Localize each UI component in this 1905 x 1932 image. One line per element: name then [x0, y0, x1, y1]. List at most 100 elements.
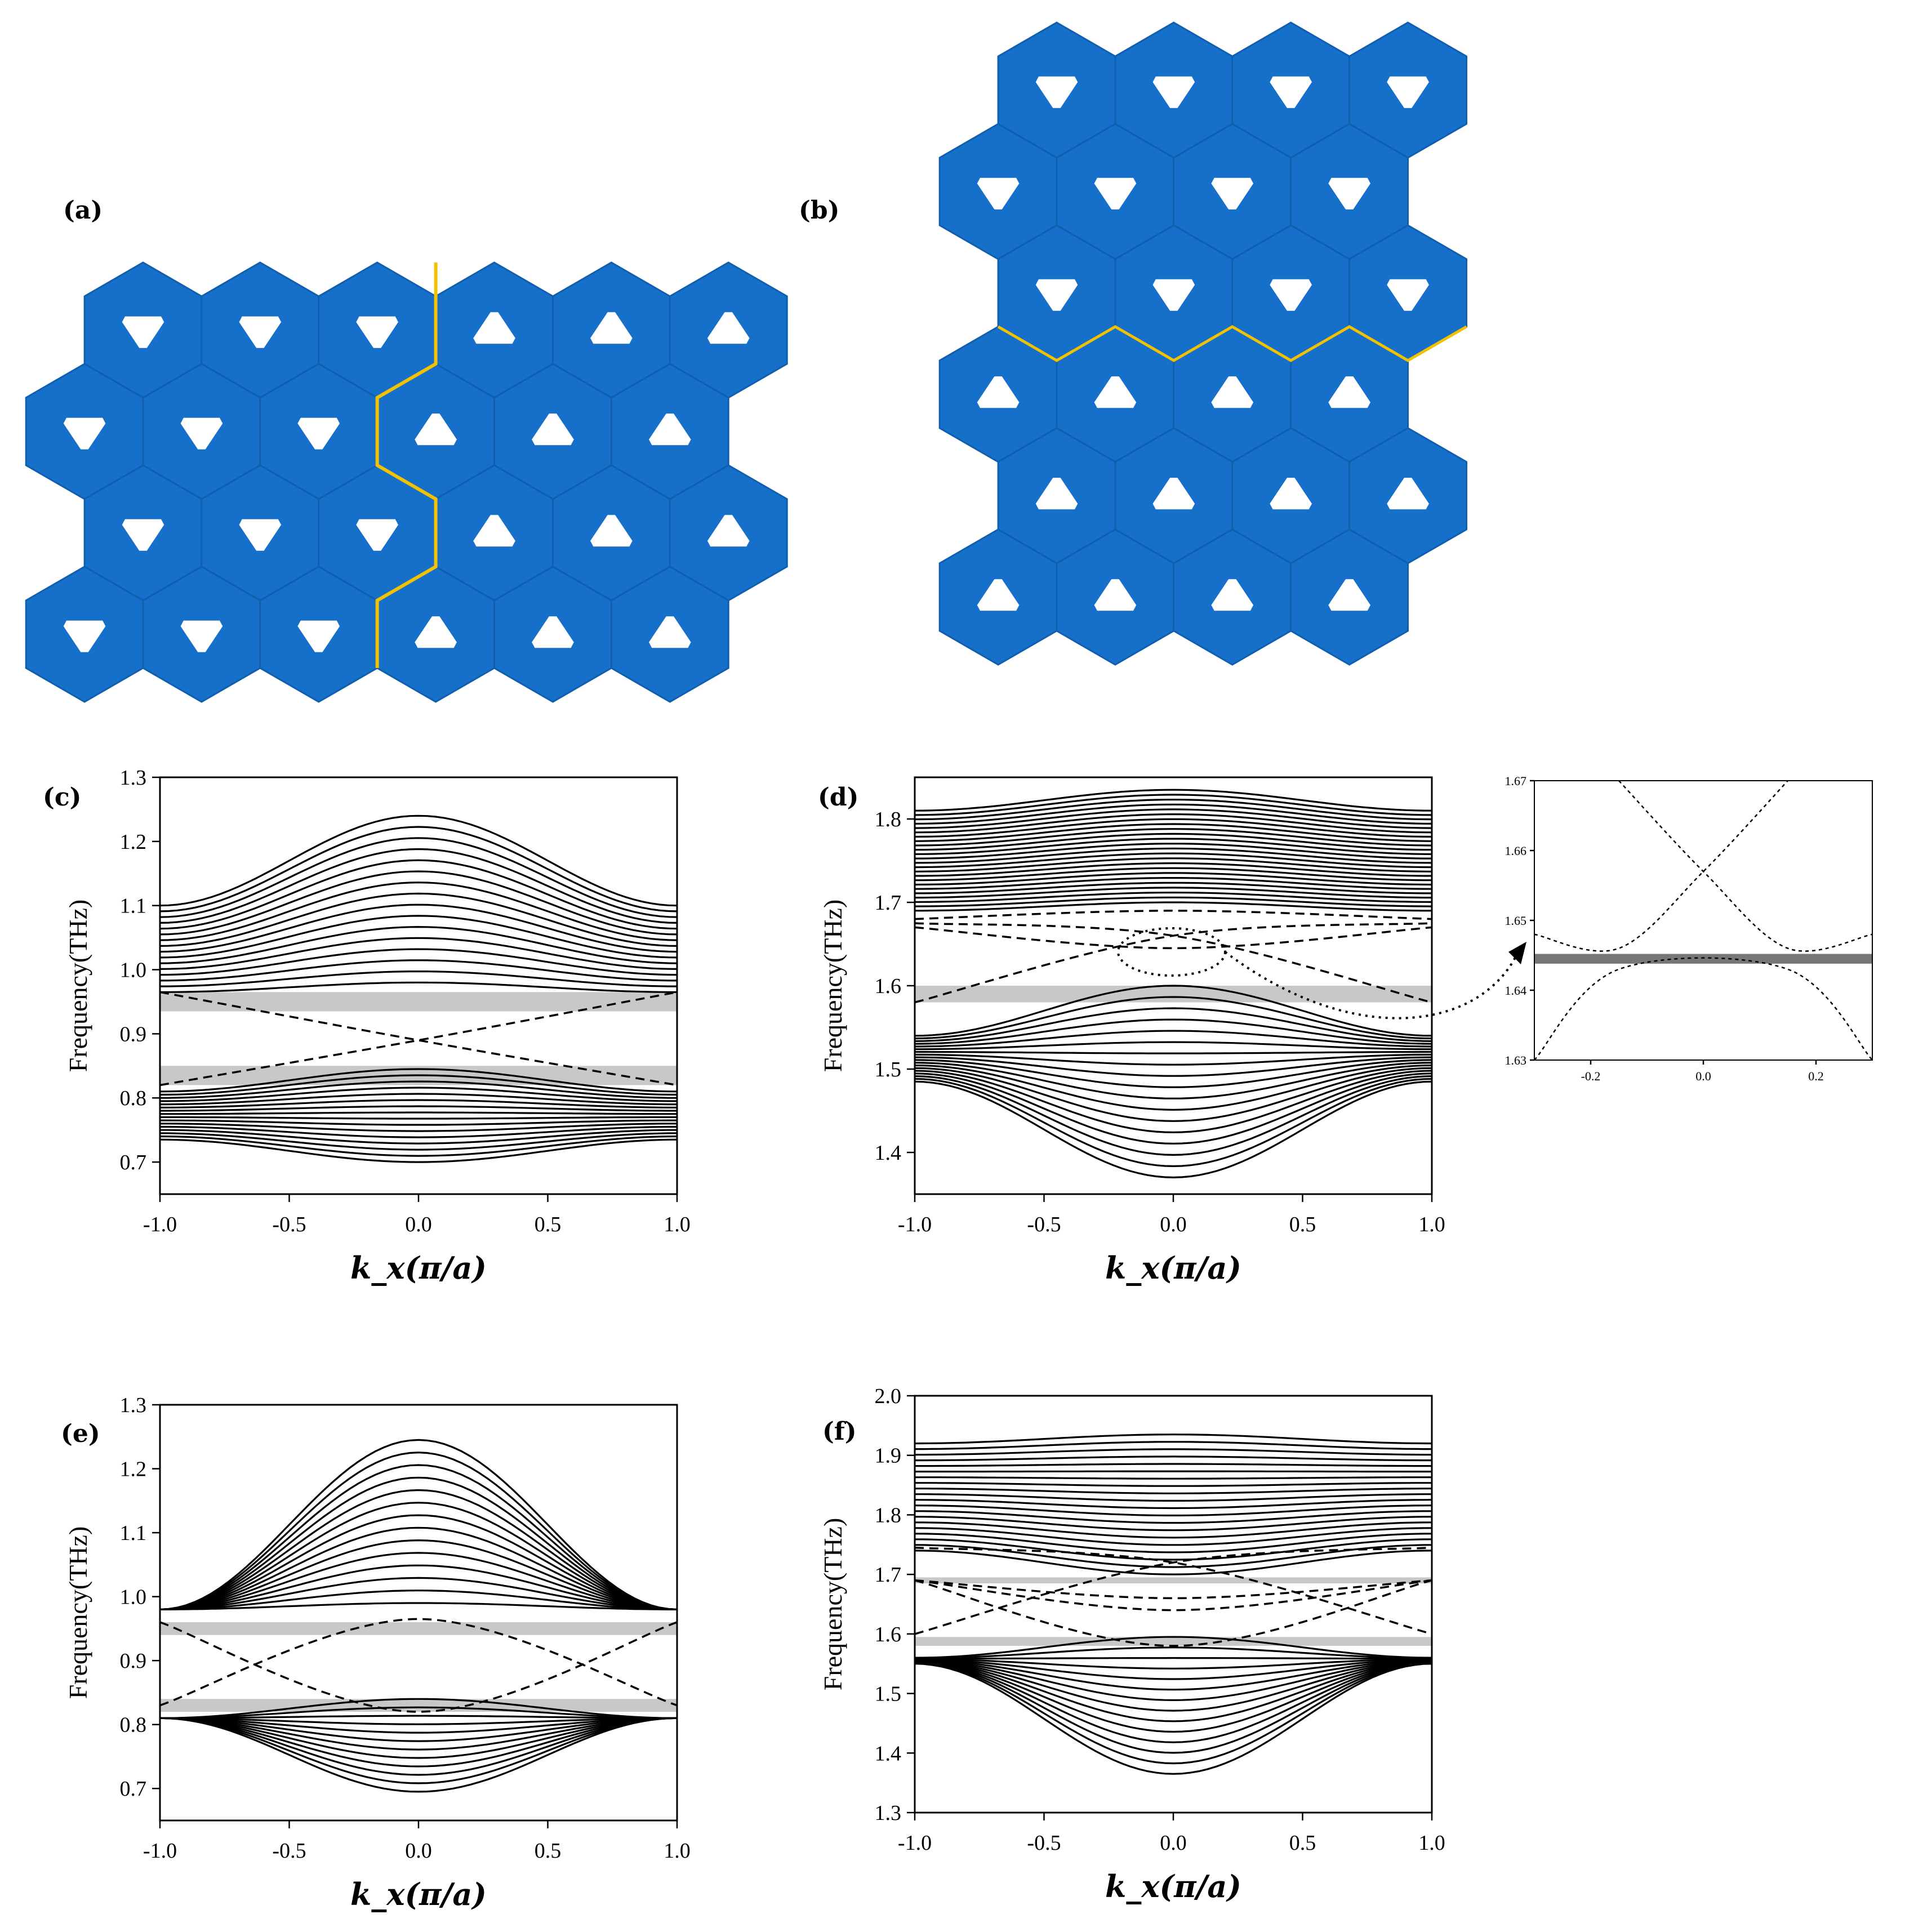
bulk-band-line — [160, 1717, 677, 1784]
triangle-hole-down — [1211, 177, 1254, 210]
bulk-band-line — [915, 1510, 1432, 1524]
plot-area — [160, 1439, 677, 1793]
bulk-band-line — [160, 903, 677, 953]
bulk-band-line — [915, 1661, 1432, 1743]
bulk-band-line — [160, 882, 677, 941]
triangle-hole-down — [1152, 76, 1195, 108]
bulk-band-line — [915, 882, 1432, 894]
y-tick-label: 2.0 — [875, 1385, 902, 1408]
y-tick-label: 1.3 — [120, 766, 147, 790]
y-tick-label: 0.7 — [120, 1151, 147, 1174]
bulk-band-line — [915, 818, 1432, 838]
bulk-band-line — [160, 1590, 677, 1610]
triangle-hole-down — [1328, 177, 1370, 210]
bulk-band-line — [160, 1717, 677, 1742]
panel-label-a: (a) — [63, 196, 103, 225]
triangle-hole-up — [1328, 579, 1370, 611]
bulk-band-line — [915, 1476, 1432, 1480]
y-tick-label: 0.7 — [120, 1777, 147, 1801]
edge-state-line — [915, 1579, 1432, 1612]
y-tick-label: 1.0 — [120, 959, 147, 982]
bulk-band-line — [915, 1434, 1432, 1445]
bulk-band-line — [160, 1068, 677, 1093]
bulk-band-line — [915, 1078, 1432, 1168]
triangle-hole-up — [473, 312, 515, 344]
bulk-band-line — [160, 925, 677, 964]
bulk-band-line — [160, 1717, 677, 1759]
triangle-hole-down — [239, 519, 282, 551]
triangle-hole-up — [977, 376, 1020, 408]
bulk-band-line — [160, 1439, 677, 1610]
x-tick-label: -0.2 — [1581, 1069, 1601, 1083]
bulk-band-line — [160, 1577, 677, 1610]
edge-state-line — [915, 910, 1432, 920]
y-tick-label: 1.8 — [875, 1503, 902, 1527]
bulk-band-line — [160, 1552, 677, 1610]
bulk-band-line — [160, 1087, 677, 1102]
y-axis-label: Frequency(THz) — [818, 900, 847, 1072]
triangle-hole-down — [1387, 76, 1429, 108]
gap-band — [1534, 954, 1872, 964]
triangle-hole-up — [649, 413, 691, 446]
bulk-band-line — [915, 1533, 1432, 1553]
bulk-band-line — [160, 1135, 677, 1157]
y-tick-label: 1.8 — [875, 808, 902, 831]
x-tick-label: 0.5 — [1289, 1213, 1316, 1236]
bulk-band-line — [160, 948, 677, 976]
bulk-band-line — [915, 798, 1432, 821]
bulk-band-line — [160, 1125, 677, 1138]
bulk-band-line — [915, 896, 1432, 907]
x-tick-label: -0.5 — [1027, 1831, 1061, 1855]
bulk-band-line — [915, 1661, 1432, 1733]
edge-state-line — [160, 991, 677, 1087]
bulk-band-line — [160, 1717, 677, 1725]
y-tick-label: 1.6 — [875, 974, 902, 998]
triangle-hole-up — [1387, 478, 1429, 510]
bulk-band-line — [160, 1564, 677, 1610]
x-axis-label: k_x(π/a) — [350, 1876, 487, 1912]
bulk-band-line — [160, 1476, 677, 1610]
bulk-band-line — [160, 915, 677, 959]
bulk-band-line — [915, 823, 1432, 842]
bulk-band-line — [915, 1504, 1432, 1517]
triangle-hole-up — [1328, 376, 1370, 408]
bulk-band-line — [160, 1129, 677, 1145]
bulk-band-line — [915, 1455, 1432, 1462]
bulk-band-line — [160, 1539, 677, 1610]
triangle-hole-up — [532, 616, 574, 648]
bulk-band-line — [915, 877, 1432, 890]
y-tick-label: 1.9 — [875, 1444, 902, 1468]
bulk-band-line — [160, 1717, 677, 1776]
gap-band — [915, 986, 1432, 1003]
bulk-band-line — [160, 1502, 677, 1610]
bulk-band-line — [915, 1056, 1432, 1077]
bulk-band-line — [915, 872, 1432, 886]
bulk-band-line — [915, 843, 1432, 860]
x-tick-label: -0.5 — [272, 1839, 306, 1863]
triangle-hole-up — [473, 515, 515, 547]
bulk-band-line — [915, 1663, 1432, 1775]
bulk-band-line — [915, 794, 1432, 816]
triangle-hole-down — [356, 316, 398, 348]
bulk-band-line — [160, 1602, 677, 1610]
bulk-band-line — [915, 1661, 1432, 1722]
bulk-band-line — [160, 1080, 677, 1099]
bulk-band-line — [915, 985, 1432, 1037]
edge-state-line — [915, 1546, 1432, 1635]
bulk-band-line — [915, 813, 1432, 834]
y-tick-label: 1.1 — [120, 1521, 147, 1545]
x-tick-label: -0.5 — [1027, 1213, 1061, 1236]
bulk-band-line — [915, 1059, 1432, 1088]
y-tick-label: 1.0 — [120, 1586, 147, 1609]
x-tick-label: -1.0 — [143, 1839, 177, 1863]
bulk-band-line — [915, 808, 1432, 829]
bulk-band-line — [160, 1464, 677, 1610]
bulk-band-line — [915, 996, 1432, 1040]
triangle-hole-down — [1035, 76, 1078, 108]
bulk-band-line — [915, 857, 1432, 872]
triangle-hole-down — [356, 519, 398, 551]
gap-band — [160, 1622, 677, 1635]
bulk-band-line — [915, 789, 1432, 812]
bulk-band-line — [160, 1489, 677, 1610]
triangle-hole-down — [1270, 76, 1312, 108]
